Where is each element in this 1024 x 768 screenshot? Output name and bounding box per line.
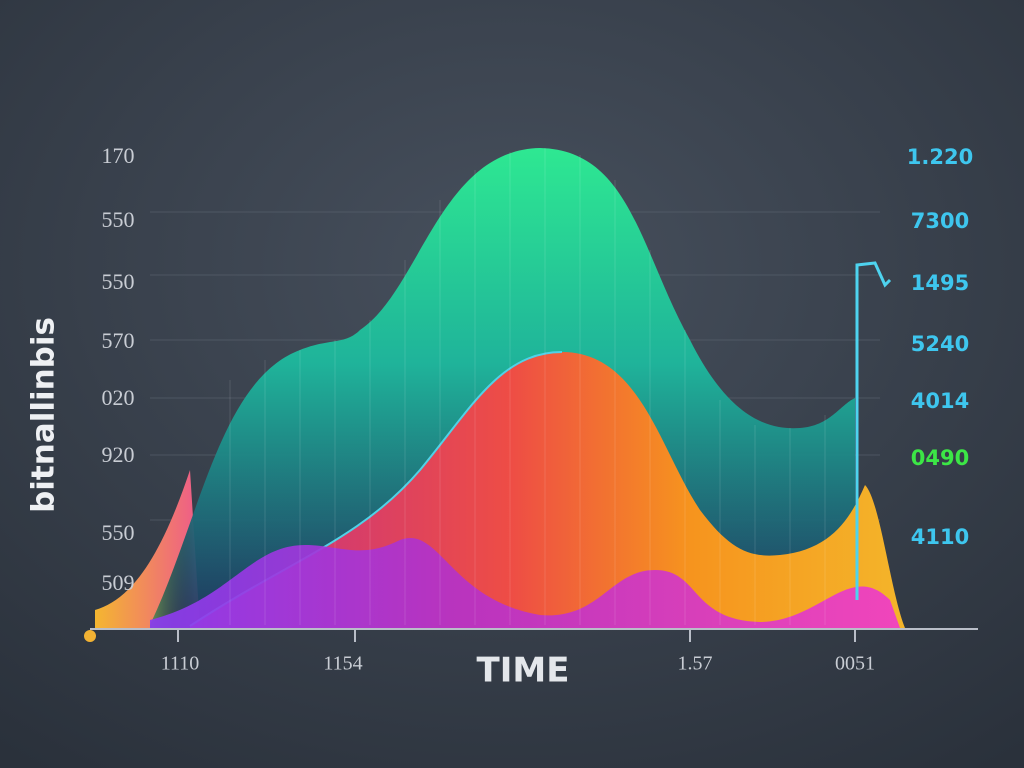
- right-label: 4110: [911, 525, 969, 549]
- bottom-label: 1110: [161, 653, 200, 675]
- bottom-label: 1.57: [678, 653, 713, 675]
- left-label: 020: [102, 385, 135, 410]
- bottom-label: 1154: [323, 653, 362, 675]
- cyan-spike: [855, 261, 892, 600]
- x-ticks: [177, 628, 856, 642]
- left-label: 550: [102, 520, 135, 545]
- left-label: 550: [102, 269, 135, 294]
- axis-label: TIME: [477, 651, 570, 691]
- right-label: 1495: [911, 271, 969, 295]
- left-label: 920: [102, 442, 135, 467]
- right-label: 5240: [911, 332, 969, 356]
- left-label: 509: [102, 570, 135, 595]
- left-label: 550: [102, 207, 135, 232]
- bottom-label: 0051: [835, 653, 875, 675]
- axis-title: bitnallinbis: [26, 317, 62, 513]
- right-label: 1.220: [907, 145, 973, 169]
- right-label: 4014: [911, 389, 969, 413]
- origin-dot: [84, 630, 96, 642]
- right-label: 0490: [911, 446, 969, 470]
- area-magenta: [150, 538, 900, 628]
- stripes: [229, 148, 826, 625]
- left-label: 570: [102, 328, 135, 353]
- right-label: 7300: [911, 209, 969, 233]
- left-label: 170: [102, 143, 135, 168]
